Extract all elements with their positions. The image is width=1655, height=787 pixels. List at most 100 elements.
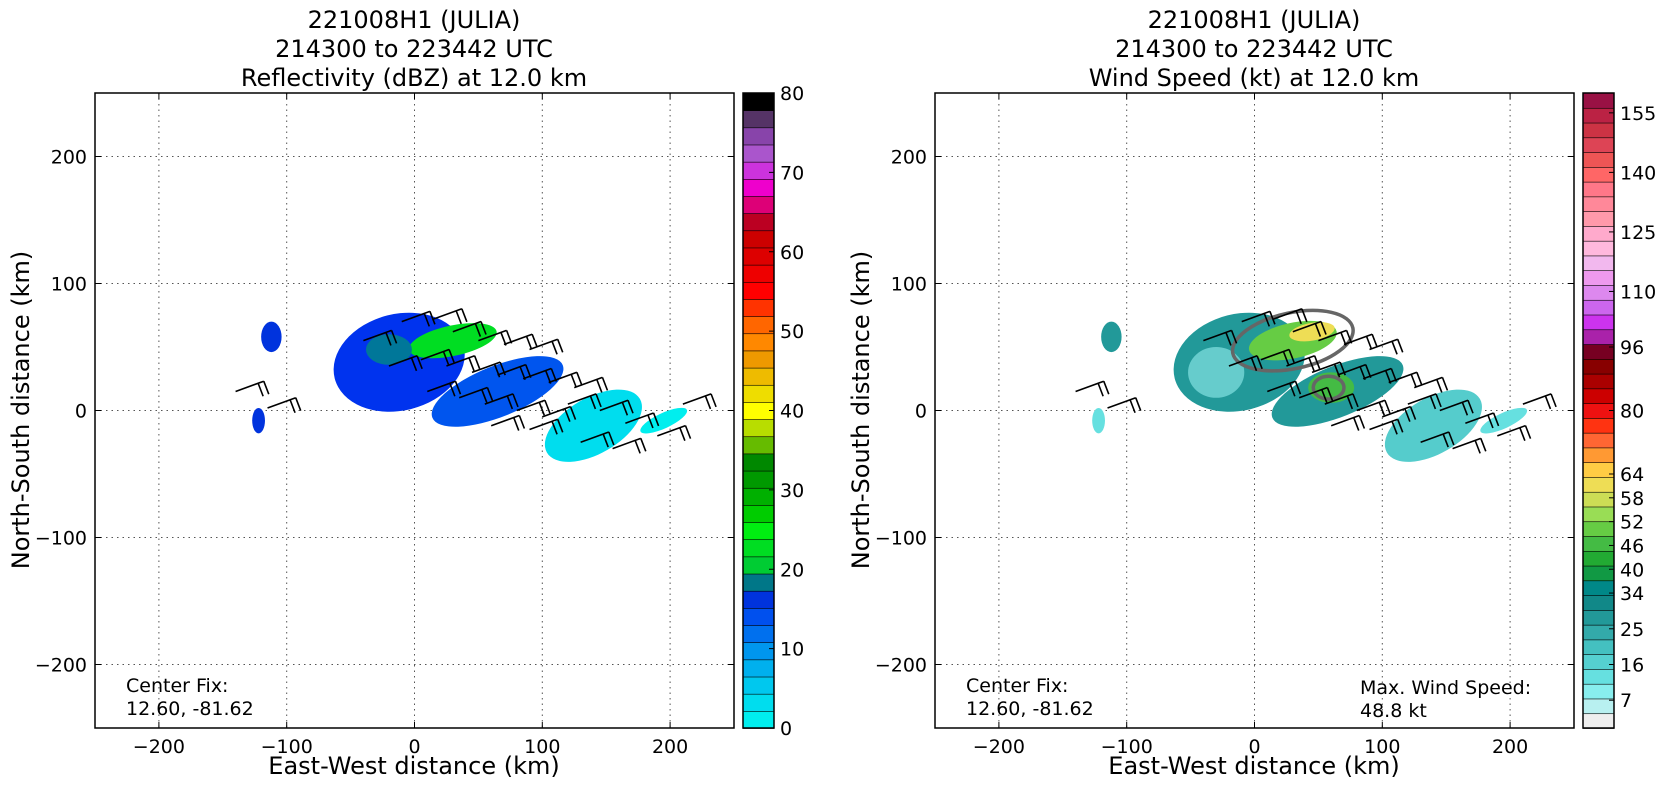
wind-barb: [625, 412, 660, 429]
barb-flag: [627, 399, 634, 414]
wind-barbs: [1075, 308, 1557, 454]
field-region: [1101, 321, 1122, 353]
barb-flag: [1250, 357, 1258, 372]
wind-barb: [484, 393, 519, 410]
colorbar-swatch: [1582, 594, 1615, 611]
barb-flag: [1365, 335, 1373, 350]
barb-flag: [569, 406, 577, 420]
barb-staff: [542, 405, 571, 418]
title-line-3: Reflectivity (dBZ) at 12.0 km: [241, 64, 587, 92]
barb-flag: [589, 395, 597, 410]
barb-staff: [1343, 333, 1373, 346]
barb-flag: [1550, 393, 1557, 408]
wind-barb: [573, 376, 609, 393]
x-tick-label: −200: [973, 736, 1025, 758]
barb-flag: [1289, 382, 1296, 397]
colorbar-swatch: [742, 350, 775, 369]
barb-flag: [1256, 355, 1263, 370]
colorbar-tick-label: 46: [1620, 535, 1644, 557]
barb-flag: [486, 387, 494, 401]
colorbar-swatch: [742, 659, 775, 678]
x-tick-label: −100: [1101, 736, 1153, 758]
barb-staff: [1075, 380, 1105, 393]
barb-staff: [452, 320, 482, 333]
barb-flag: [1436, 379, 1443, 393]
colorbar-swatch: [742, 144, 775, 163]
y-tick-label: 0: [915, 401, 927, 423]
barb-staff: [458, 386, 488, 399]
barb-flag: [1524, 425, 1532, 439]
wind-barb: [1388, 371, 1423, 388]
wind-barb: [1439, 399, 1474, 416]
barb-flag: [512, 417, 520, 431]
barb-staff: [1522, 393, 1552, 405]
y-tick-label: −100: [35, 528, 87, 550]
barb-flag: [448, 349, 455, 363]
wind-barb: [1298, 386, 1334, 403]
colorbar-tick-label: 20: [780, 559, 804, 581]
colorbar-swatch: [1582, 653, 1615, 670]
barb-flag: [1442, 433, 1449, 448]
y-tick-label: −200: [875, 655, 927, 677]
field-region: [365, 334, 412, 365]
barb-staff: [267, 396, 296, 409]
barb-staff: [682, 393, 712, 405]
barb-flag: [1282, 351, 1290, 365]
colorbar-tick-label: 50: [780, 321, 804, 343]
colorbar-tick-label: 58: [1620, 488, 1644, 510]
colorbar-swatch: [742, 332, 775, 352]
wind-barb: [1497, 424, 1532, 441]
y-axis: −200 −100 0 100 200: [35, 147, 734, 677]
barb-flag: [601, 377, 609, 391]
barb-flag: [429, 311, 436, 325]
barb-staff: [363, 329, 392, 342]
barb-staff: [1465, 412, 1494, 424]
barb-flag: [704, 395, 712, 410]
colorbar-swatch: [1582, 624, 1615, 641]
barb-flag: [1416, 372, 1423, 386]
center-fix-value: 12.60, -81.62: [126, 698, 254, 720]
wind-barb: [235, 380, 270, 397]
colorbar-swatch: [1582, 210, 1615, 227]
barb-flag: [1294, 380, 1302, 395]
barb-flag: [263, 380, 270, 395]
reflectivity-field: [252, 312, 688, 462]
barb-staff: [529, 338, 558, 351]
barb-flag: [531, 333, 538, 348]
barb-flag: [289, 399, 296, 414]
y-tick-label: −200: [35, 655, 87, 677]
x-axis: −200 −100 0 100 200: [973, 93, 1528, 758]
barb-flag: [1308, 357, 1315, 372]
barb-flag: [1544, 395, 1552, 410]
wind-barb: [1203, 329, 1238, 346]
barb-flag: [556, 419, 564, 433]
max-wind-label: Max. Wind Speed:: [1360, 677, 1531, 699]
barb-flag: [1396, 419, 1404, 433]
barb-flag: [454, 380, 462, 395]
barb-staff: [1324, 393, 1354, 405]
wind-barb: [1465, 412, 1500, 429]
barb-staff: [580, 431, 610, 444]
x-axis-label: East-West distance (km): [1108, 752, 1399, 780]
barb-staff: [625, 412, 654, 424]
wind-contour: [1230, 308, 1355, 373]
field-region: [252, 407, 265, 434]
x-tick-label: −100: [261, 736, 313, 758]
colorbar-swatch: [742, 281, 775, 300]
wind-barb: [1356, 399, 1391, 416]
barb-staff: [1330, 414, 1360, 427]
barb-flag: [410, 357, 418, 372]
colorbar-swatch: [742, 487, 775, 506]
center-fix-label: Center Fix:: [126, 675, 228, 697]
wind-barb: [1292, 320, 1327, 337]
plot-area: [94, 92, 735, 729]
wind-barb: [1413, 376, 1449, 393]
colorbar-swatch: [1582, 712, 1615, 729]
colorbar-swatch: [742, 127, 775, 146]
center-fix-label: Center Fix:: [966, 675, 1068, 697]
barb-flag: [1346, 395, 1354, 410]
barb-flag: [1448, 431, 1455, 446]
colorbar-tick-label: 125: [1620, 222, 1655, 244]
colorbar-swatch: [1582, 550, 1615, 567]
wind-barb: [1286, 355, 1321, 372]
